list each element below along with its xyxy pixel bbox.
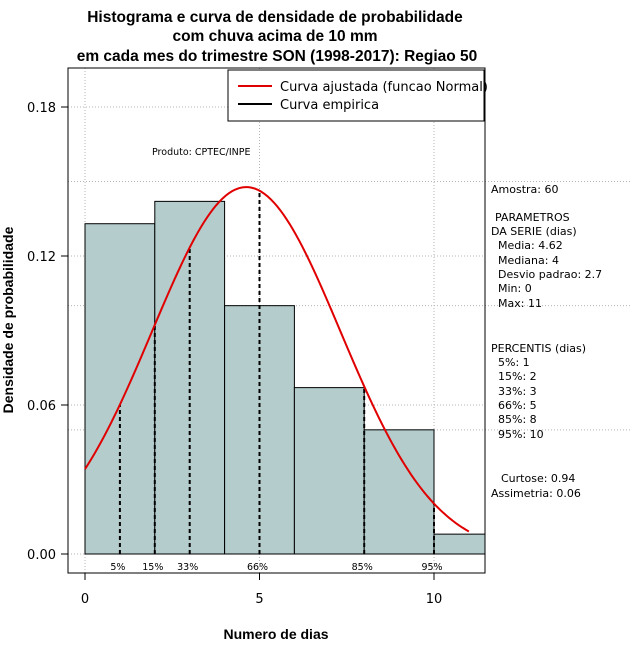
percentile-label-0: 5% (110, 562, 125, 573)
y-tick-label-1: 0.06 (27, 399, 56, 414)
stat-perc-15: 15%: 2 (498, 370, 537, 383)
stat-param-max: Max: 11 (498, 297, 542, 310)
stat-perc-title: PERCENTIS (dias) (491, 342, 586, 355)
histogram-bars (84, 200, 486, 555)
stat-perc-5: 5%: 1 (498, 356, 530, 369)
stat-param-media: Media: 4.62 (498, 239, 563, 252)
percentile-label-3: 66% (247, 562, 268, 573)
percentile-label-1: 15% (142, 562, 163, 573)
percentile-label-5: 95% (421, 562, 442, 573)
stat-perc-33: 33%: 3 (498, 385, 537, 398)
stat-curtose: Curtose: 0.94 (501, 472, 575, 485)
histogram-bar-3 (293, 387, 365, 555)
stat-assimetria: Assimetria: 0.06 (491, 487, 581, 500)
x-tick-label-1: 5 (255, 592, 263, 607)
stat-param-min: Min: 0 (498, 282, 532, 295)
stat-perc-85: 85%: 8 (498, 413, 537, 426)
chart-title-line-1: Histograma e curva de densidade de proba… (87, 9, 463, 26)
histogram-bar-4 (363, 429, 435, 555)
legend-label-fit: Curva ajustada (funcao Normal) (280, 80, 488, 95)
x-tick-label-2: 10 (426, 592, 443, 607)
y-tick-label-2: 0.12 (27, 250, 56, 265)
legend-box (227, 69, 485, 122)
stat-param-mediana: Mediana: 4 (498, 254, 559, 267)
histogram-bar-0 (84, 223, 156, 555)
axes: 0 5 10 0.00 0.06 0.12 0.18 (27, 101, 442, 607)
stat-perc-66: 66%: 5 (498, 399, 537, 412)
percentile-lines: 5% 15% 33% 66% 85% 95% (110, 190, 443, 573)
x-tick-label-0: 0 (81, 592, 89, 607)
stat-param-title-1: PARAMETROS (495, 211, 570, 224)
stat-param-title-2: DA SERIE (dias) (491, 225, 577, 238)
legend: Curva ajustada (funcao Normal) Curva emp… (227, 69, 488, 122)
y-tick-label-0: 0.00 (27, 548, 56, 563)
side-stats: Amostra: 60 PARAMETROS DA SERIE (dias) M… (491, 183, 602, 500)
product-label: Produto: CPTEC/INPE (152, 147, 251, 158)
normal-fit-curve (84, 186, 470, 533)
legend-label-empirical: Curva empirica (280, 98, 379, 113)
chart-title-line-3: em cada mes do trimestre SON (1998-2017)… (77, 48, 478, 65)
stat-param-desvio: Desvio padrao: 2.7 (498, 268, 602, 281)
x-axis-label: Numero de dias (223, 626, 328, 642)
plot-frame (67, 67, 486, 574)
stat-amostra: Amostra: 60 (491, 183, 558, 196)
stat-perc-95: 95%: 10 (498, 428, 544, 441)
normal-curve (84, 186, 470, 533)
histogram-bar-5 (433, 533, 486, 555)
percentile-label-4: 85% (352, 562, 373, 573)
y-axis-label: Densidade de probabilidade (0, 226, 16, 413)
y-tick-label-3: 0.18 (27, 101, 56, 116)
percentile-label-2: 33% (177, 562, 198, 573)
chart-title-line-2: com chuva acima de 10 mm (172, 28, 377, 45)
